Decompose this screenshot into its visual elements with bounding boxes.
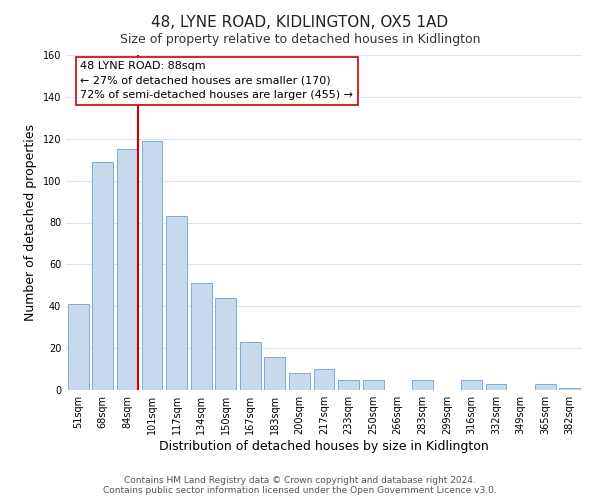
Bar xyxy=(215,298,236,390)
Bar xyxy=(535,384,556,390)
Bar xyxy=(461,380,482,390)
X-axis label: Distribution of detached houses by size in Kidlington: Distribution of detached houses by size … xyxy=(159,440,489,453)
Bar xyxy=(412,380,433,390)
Bar xyxy=(362,380,383,390)
Y-axis label: Number of detached properties: Number of detached properties xyxy=(24,124,37,321)
Bar xyxy=(265,356,286,390)
Bar xyxy=(338,380,359,390)
Text: 48 LYNE ROAD: 88sqm
← 27% of detached houses are smaller (170)
72% of semi-detac: 48 LYNE ROAD: 88sqm ← 27% of detached ho… xyxy=(80,62,353,100)
Bar xyxy=(485,384,506,390)
Text: Contains public sector information licensed under the Open Government Licence v3: Contains public sector information licen… xyxy=(103,486,497,495)
Bar xyxy=(166,216,187,390)
Bar xyxy=(314,369,334,390)
Bar xyxy=(559,388,580,390)
Text: Size of property relative to detached houses in Kidlington: Size of property relative to detached ho… xyxy=(120,32,480,46)
Text: Contains HM Land Registry data © Crown copyright and database right 2024.: Contains HM Land Registry data © Crown c… xyxy=(124,476,476,485)
Bar xyxy=(92,162,113,390)
Bar xyxy=(142,141,163,390)
Bar xyxy=(240,342,261,390)
Bar xyxy=(191,283,212,390)
Bar xyxy=(289,373,310,390)
Text: 48, LYNE ROAD, KIDLINGTON, OX5 1AD: 48, LYNE ROAD, KIDLINGTON, OX5 1AD xyxy=(151,15,449,30)
Bar xyxy=(68,304,89,390)
Bar xyxy=(117,149,138,390)
